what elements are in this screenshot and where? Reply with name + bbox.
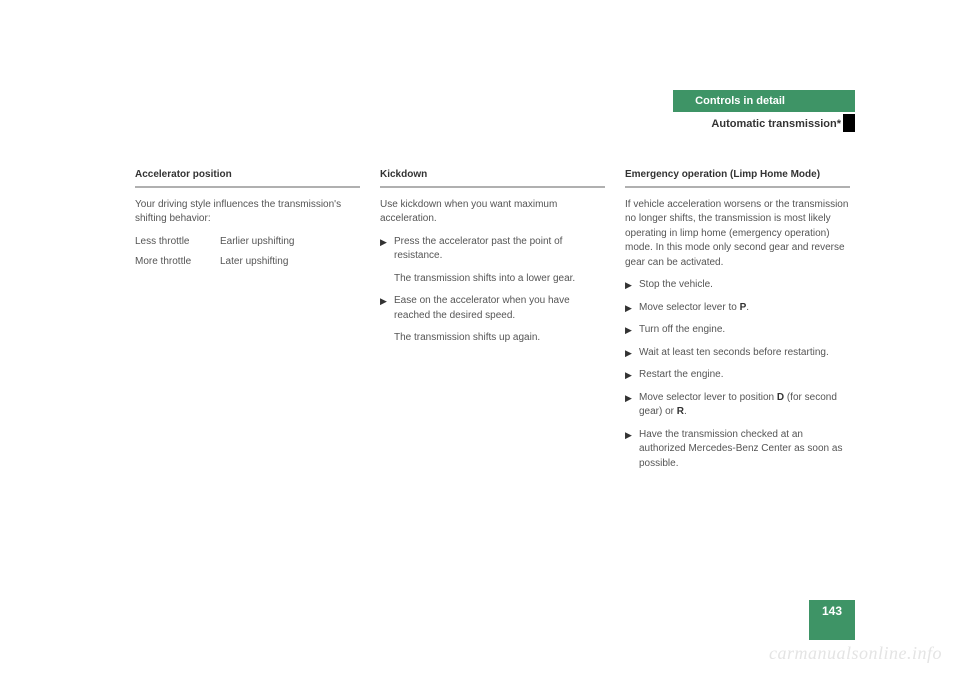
list-item: ▶ Wait at least ten seconds before resta… (625, 346, 850, 361)
cell-right: Later upshifting (220, 255, 288, 270)
list-item: ▶ Press the accelerator past the point o… (380, 235, 605, 264)
divider (135, 186, 360, 188)
list-item: ▶ Restart the engine. (625, 368, 850, 383)
triangle-icon: ▶ (625, 278, 639, 293)
heading-emergency: Emergency operation (Limp Home Mode) (625, 168, 850, 183)
intro-text: If vehicle acceleration worsens or the t… (625, 198, 850, 271)
list-text: Wait at least ten seconds before restart… (639, 346, 850, 361)
list-text: Restart the engine. (639, 368, 850, 383)
intro-text: Your driving style influences the transm… (135, 198, 360, 227)
list-item: ▶ Move selector lever to P. (625, 301, 850, 316)
page-number: 143 (809, 600, 855, 640)
list-text: Press the accelerator past the point of … (394, 235, 605, 264)
content-columns: Accelerator position Your driving style … (135, 168, 855, 479)
column-kickdown: Kickdown Use kickdown when you want maxi… (380, 168, 605, 479)
list-item: ▶ Stop the vehicle. (625, 278, 850, 293)
triangle-icon: ▶ (625, 301, 639, 316)
list-item: ▶ Turn off the engine. (625, 323, 850, 338)
cell-left: More throttle (135, 255, 220, 270)
triangle-icon: ▶ (625, 391, 639, 420)
list-text: Move selector lever to P. (639, 301, 850, 316)
list-item: ▶ Have the transmission checked at an au… (625, 428, 850, 472)
list-text: Ease on the accelerator when you have re… (394, 294, 605, 323)
column-accelerator: Accelerator position Your driving style … (135, 168, 360, 479)
section-header: Controls in detail (673, 90, 855, 112)
list-text: Move selector lever to position D (for s… (639, 391, 850, 420)
result-text: The transmission shifts into a lower gea… (394, 272, 605, 287)
list-item: ▶ Move selector lever to position D (for… (625, 391, 850, 420)
triangle-icon: ▶ (625, 346, 639, 361)
cell-right: Earlier upshifting (220, 235, 294, 250)
intro-text: Use kickdown when you want maximum accel… (380, 198, 605, 227)
watermark-text: carmanualsonline.info (769, 643, 942, 664)
triangle-icon: ▶ (625, 428, 639, 472)
table-row: Less throttle Earlier upshifting (135, 235, 360, 250)
triangle-icon: ▶ (380, 294, 394, 323)
cell-left: Less throttle (135, 235, 220, 250)
divider (625, 186, 850, 188)
section-subheader: Automatic transmission* (711, 118, 855, 130)
list-text: Turn off the engine. (639, 323, 850, 338)
list-text: Stop the vehicle. (639, 278, 850, 293)
triangle-icon: ▶ (625, 368, 639, 383)
column-emergency: Emergency operation (Limp Home Mode) If … (625, 168, 850, 479)
triangle-icon: ▶ (625, 323, 639, 338)
heading-kickdown: Kickdown (380, 168, 605, 183)
triangle-icon: ▶ (380, 235, 394, 264)
list-item: ▶ Ease on the accelerator when you have … (380, 294, 605, 323)
list-text: Have the transmission checked at an auth… (639, 428, 850, 472)
divider (380, 186, 605, 188)
table-row: More throttle Later upshifting (135, 255, 360, 270)
result-text: The transmission shifts up again. (394, 331, 605, 346)
heading-accelerator: Accelerator position (135, 168, 360, 183)
